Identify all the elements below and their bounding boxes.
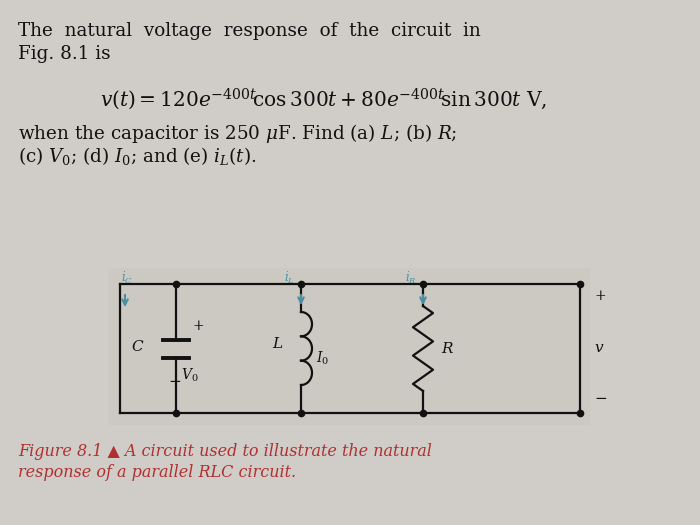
Text: $i_L$: $i_L$ <box>284 270 295 286</box>
Text: response of a parallel RLC circuit.: response of a parallel RLC circuit. <box>18 464 296 481</box>
Text: The  natural  voltage  response  of  the  circuit  in: The natural voltage response of the circ… <box>18 22 481 40</box>
Text: $i_R$: $i_R$ <box>405 270 417 286</box>
Bar <box>108 268 590 425</box>
Text: $-$: $-$ <box>168 373 181 387</box>
Text: $+$: $+$ <box>192 320 204 333</box>
Text: $v(t) = 120e^{-400t}\!\cos 300t + 80e^{-400t}\!\sin 300t\ \mathrm{V},$: $v(t) = 120e^{-400t}\!\cos 300t + 80e^{-… <box>100 86 547 112</box>
Text: $V_0$: $V_0$ <box>181 366 199 384</box>
Text: Figure 8.1 ▲ A circuit used to illustrate the natural: Figure 8.1 ▲ A circuit used to illustrat… <box>18 443 432 460</box>
Text: Fig. 8.1 is: Fig. 8.1 is <box>18 45 111 63</box>
Text: $L$: $L$ <box>272 336 283 351</box>
Text: $-$: $-$ <box>594 390 607 404</box>
Text: $C$: $C$ <box>131 339 144 354</box>
Text: when the capacitor is 250 $\mu$F. Find (a) $L$; (b) $R$;: when the capacitor is 250 $\mu$F. Find (… <box>18 122 457 145</box>
Text: $v$: $v$ <box>594 341 605 355</box>
Text: $i_C$: $i_C$ <box>121 270 133 286</box>
Text: $+$: $+$ <box>594 289 606 303</box>
Text: $I_0$: $I_0$ <box>316 350 329 367</box>
Text: $R$: $R$ <box>441 341 454 356</box>
Text: (c) $V_0$; (d) $I_0$; and (e) $i_L(t)$.: (c) $V_0$; (d) $I_0$; and (e) $i_L(t)$. <box>18 145 257 167</box>
